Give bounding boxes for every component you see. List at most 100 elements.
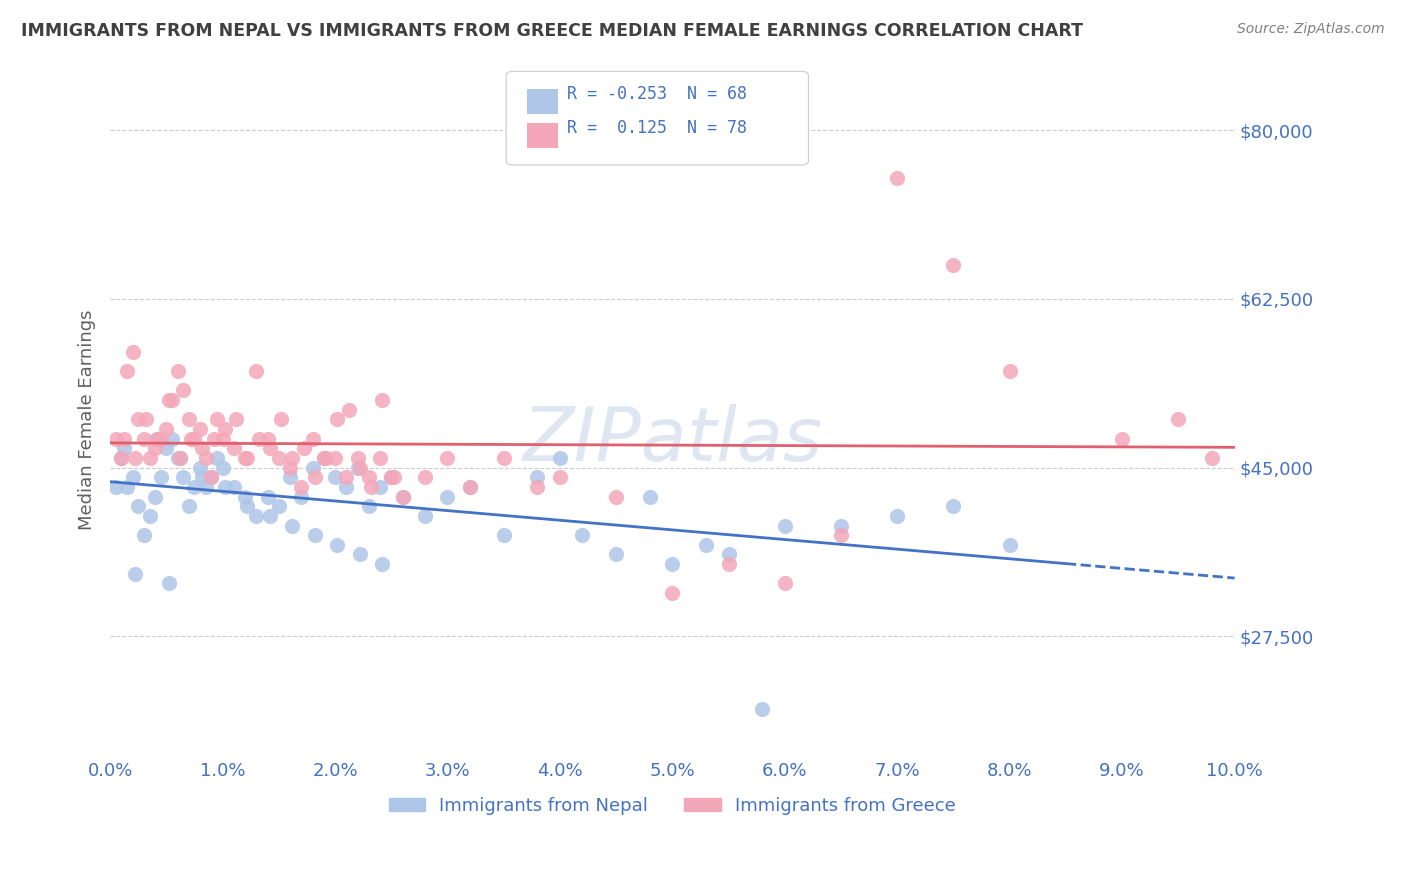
Point bbox=[998, 364, 1021, 378]
Point bbox=[661, 586, 683, 600]
Point bbox=[942, 500, 965, 514]
Point bbox=[205, 450, 228, 465]
Point bbox=[160, 432, 183, 446]
Point bbox=[349, 460, 371, 475]
Point bbox=[183, 480, 205, 494]
Point bbox=[143, 442, 166, 456]
Point bbox=[304, 528, 326, 542]
Point bbox=[661, 557, 683, 571]
Point bbox=[222, 442, 245, 456]
Point bbox=[202, 432, 225, 446]
Point bbox=[233, 490, 256, 504]
Point bbox=[312, 450, 335, 465]
Point bbox=[368, 480, 391, 494]
Point bbox=[236, 500, 259, 514]
Point bbox=[143, 490, 166, 504]
Point bbox=[717, 548, 740, 562]
Point bbox=[115, 364, 138, 378]
Point bbox=[169, 450, 191, 465]
Point bbox=[315, 450, 337, 465]
Point bbox=[138, 508, 160, 523]
Point bbox=[259, 508, 281, 523]
Point bbox=[194, 450, 217, 465]
Point bbox=[380, 470, 402, 484]
Point bbox=[998, 538, 1021, 552]
Point bbox=[104, 432, 127, 446]
Point bbox=[146, 432, 169, 446]
Point bbox=[127, 412, 149, 426]
Point bbox=[205, 412, 228, 426]
Y-axis label: Median Female Earnings: Median Female Earnings bbox=[79, 310, 96, 530]
Point bbox=[323, 450, 346, 465]
Point bbox=[717, 557, 740, 571]
Point bbox=[169, 450, 191, 465]
Point bbox=[188, 460, 211, 475]
Point bbox=[132, 528, 155, 542]
Point bbox=[371, 393, 394, 408]
Point bbox=[526, 480, 548, 494]
Point bbox=[492, 450, 515, 465]
Point bbox=[292, 442, 315, 456]
Point bbox=[312, 450, 335, 465]
Point bbox=[773, 518, 796, 533]
Point bbox=[413, 508, 436, 523]
Point bbox=[281, 518, 304, 533]
Point bbox=[256, 490, 278, 504]
Point bbox=[149, 432, 172, 446]
Point bbox=[301, 432, 323, 446]
Point bbox=[335, 480, 357, 494]
Point bbox=[290, 480, 312, 494]
Point bbox=[115, 480, 138, 494]
Point bbox=[357, 470, 380, 484]
Point bbox=[335, 470, 357, 484]
Point bbox=[436, 490, 458, 504]
Point bbox=[346, 460, 368, 475]
Point bbox=[371, 557, 394, 571]
Point bbox=[368, 450, 391, 465]
Point bbox=[458, 480, 481, 494]
Point bbox=[180, 432, 202, 446]
Point bbox=[278, 470, 301, 484]
Point bbox=[751, 702, 773, 716]
Point bbox=[605, 548, 627, 562]
Point bbox=[267, 500, 290, 514]
Point bbox=[236, 450, 259, 465]
Point bbox=[124, 450, 146, 465]
Point bbox=[245, 508, 267, 523]
Point bbox=[326, 538, 349, 552]
Point bbox=[191, 442, 214, 456]
Point bbox=[458, 480, 481, 494]
Point bbox=[132, 432, 155, 446]
Point bbox=[886, 171, 908, 186]
Point bbox=[526, 470, 548, 484]
Point bbox=[382, 470, 405, 484]
Text: IMMIGRANTS FROM NEPAL VS IMMIGRANTS FROM GREECE MEDIAN FEMALE EARNINGS CORRELATI: IMMIGRANTS FROM NEPAL VS IMMIGRANTS FROM… bbox=[21, 22, 1083, 40]
Point bbox=[548, 470, 571, 484]
Point bbox=[278, 460, 301, 475]
Point bbox=[172, 384, 194, 398]
Point bbox=[380, 470, 402, 484]
Point bbox=[605, 490, 627, 504]
Point bbox=[304, 470, 326, 484]
Point bbox=[214, 422, 236, 436]
Point bbox=[357, 500, 380, 514]
Point bbox=[112, 442, 135, 456]
Point bbox=[177, 412, 200, 426]
Point bbox=[135, 412, 157, 426]
Point bbox=[1201, 450, 1223, 465]
Point bbox=[233, 450, 256, 465]
Point bbox=[337, 402, 360, 417]
Point bbox=[267, 450, 290, 465]
Point bbox=[391, 490, 413, 504]
Point bbox=[191, 470, 214, 484]
Point bbox=[326, 412, 349, 426]
Point bbox=[247, 432, 270, 446]
Text: R = -0.253  N = 68: R = -0.253 N = 68 bbox=[567, 85, 747, 103]
Point bbox=[1167, 412, 1189, 426]
Point bbox=[138, 450, 160, 465]
Point bbox=[830, 528, 852, 542]
Point bbox=[200, 470, 222, 484]
Point bbox=[942, 258, 965, 272]
Point bbox=[413, 470, 436, 484]
Legend: Immigrants from Nepal, Immigrants from Greece: Immigrants from Nepal, Immigrants from G… bbox=[381, 789, 963, 822]
